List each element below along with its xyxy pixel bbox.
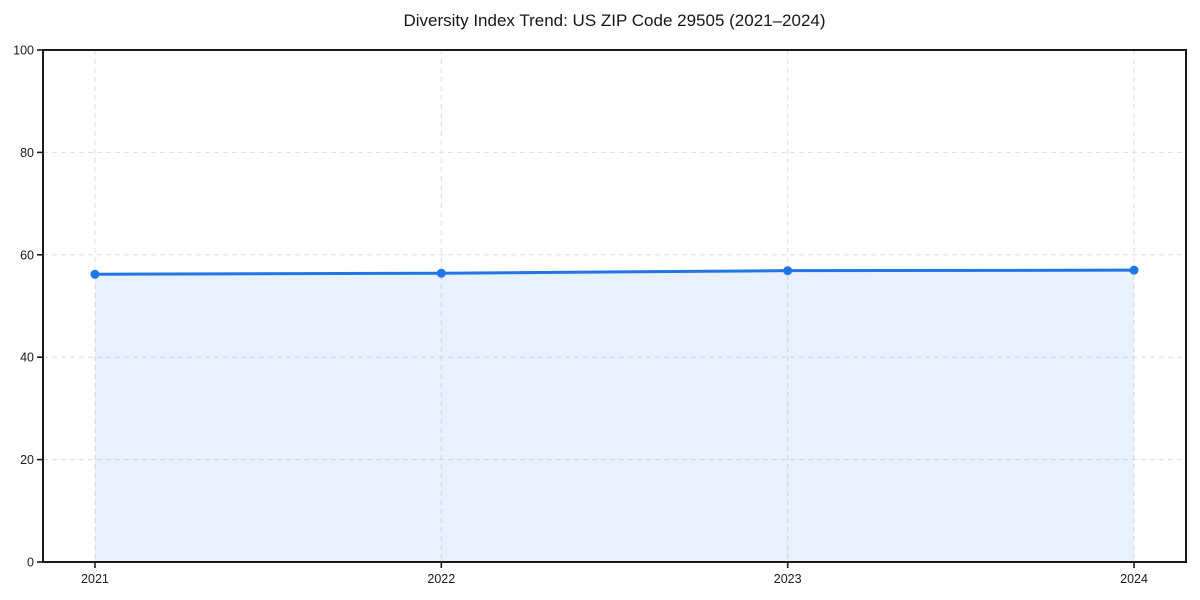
trend-line (93, 268, 1136, 276)
y-tick-label: 20 (20, 453, 34, 467)
y-tick-label: 80 (20, 146, 34, 160)
y-tick-label: 0 (27, 556, 34, 570)
data-point (436, 268, 446, 278)
x-tick-label: 2024 (1120, 572, 1148, 586)
axis-frame (42, 49, 1187, 563)
chart-title: Diversity Index Trend: US ZIP Code 29505… (403, 11, 826, 30)
x-tick-label: 2021 (81, 572, 109, 586)
y-tick-label: 60 (20, 248, 34, 262)
data-point (90, 269, 100, 279)
area-fill (94, 270, 1135, 562)
data-point (783, 266, 793, 276)
x-tick-label: 2022 (427, 572, 455, 586)
x-tick-label: 2023 (774, 572, 802, 586)
data-point (1129, 265, 1139, 275)
y-tick-label: 100 (13, 44, 34, 58)
y-tick-label: 40 (20, 351, 34, 365)
